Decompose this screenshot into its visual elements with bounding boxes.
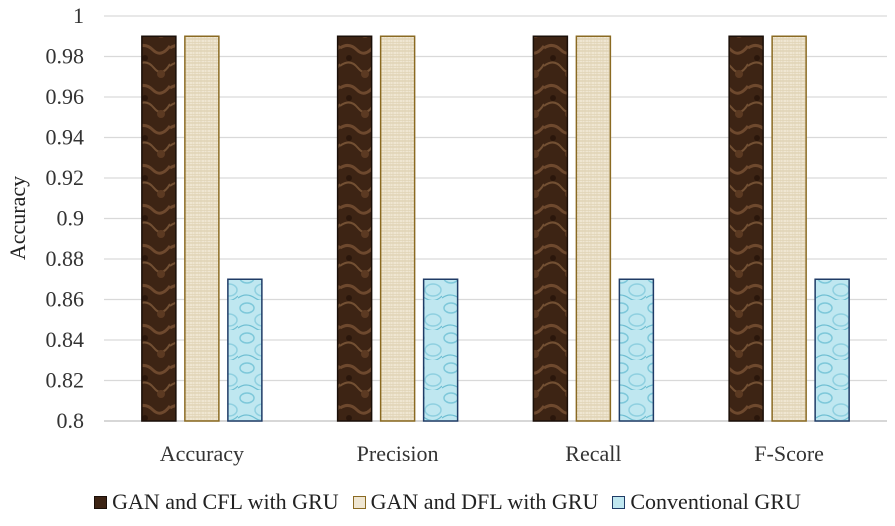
bar-gan-and-cfl-with-gru-accuracy: [141, 35, 177, 422]
y-axis-label: Accuracy: [5, 176, 30, 260]
legend-label: GAN and CFL with GRU: [112, 489, 339, 514]
y-tick-label: 0.82: [46, 368, 85, 393]
y-tick-label: 0.88: [46, 246, 85, 271]
bar-chart: 0.80.820.840.860.880.90.920.940.960.981 …: [5, 3, 887, 466]
x-category-label: F-Score: [754, 441, 824, 466]
legend: GAN and CFL with GRU GAN and DFL with GRU…: [0, 486, 895, 518]
bar-conventional-gru-f-score: [814, 278, 850, 422]
bar-gan-and-cfl-with-gru-f-score: [728, 35, 764, 422]
bar-gan-and-dfl-with-gru-accuracy: [184, 35, 220, 422]
bar-conventional-gru-precision: [422, 278, 459, 422]
bar-gan-and-cfl-with-gru-recall: [532, 35, 569, 422]
y-tick-label: 0.98: [46, 44, 85, 69]
x-category-label: Recall: [565, 441, 621, 466]
legend-item: GAN and CFL with GRU: [94, 489, 339, 515]
y-tick-label: 0.94: [46, 125, 85, 150]
y-tick-label: 0.86: [46, 287, 85, 312]
legend-label: Conventional GRU: [630, 489, 801, 514]
legend-swatch: [94, 495, 108, 509]
bar-conventional-gru-recall: [618, 278, 655, 422]
bar-conventional-gru-accuracy: [227, 278, 263, 422]
legend-label: GAN and DFL with GRU: [370, 489, 599, 514]
bar-gan-and-dfl-with-gru-f-score: [771, 35, 807, 422]
y-tick-label: 0.92: [46, 165, 85, 190]
y-tick-label: 1: [73, 3, 84, 28]
y-tick-label: 0.84: [46, 327, 85, 352]
bar-gan-and-dfl-with-gru-recall: [575, 35, 612, 422]
bar-gan-and-dfl-with-gru-precision: [379, 35, 416, 422]
y-tick-label: 0.96: [46, 84, 85, 109]
y-tick-label: 0.9: [57, 206, 85, 231]
legend-item: Conventional GRU: [612, 489, 801, 515]
x-category-label: Precision: [357, 441, 439, 466]
legend-swatch: [352, 495, 366, 509]
y-tick-label: 0.8: [57, 408, 85, 433]
bar-gan-and-cfl-with-gru-precision: [336, 35, 373, 422]
legend-item: GAN and DFL with GRU: [352, 489, 599, 515]
x-category-label: Accuracy: [160, 441, 244, 466]
legend-swatch: [612, 495, 626, 509]
